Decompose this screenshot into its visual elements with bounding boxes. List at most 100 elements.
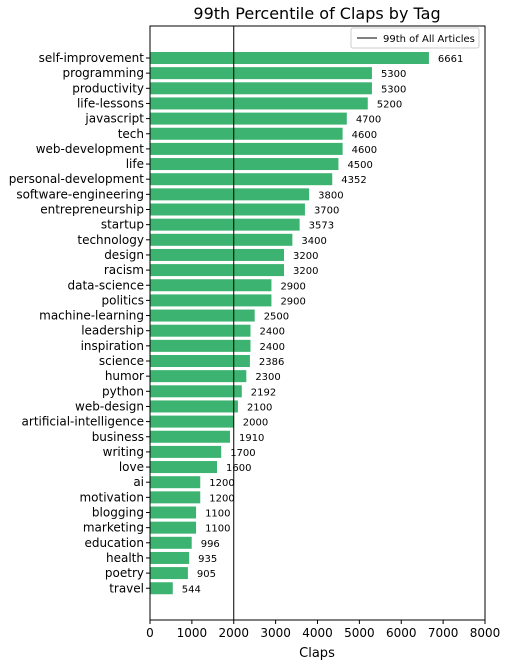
bar-design: [150, 248, 284, 261]
bar-web-development: [150, 142, 343, 155]
x-tick-label: 3000: [260, 626, 291, 640]
category-label: business: [92, 430, 144, 444]
value-label: 1600: [226, 463, 251, 474]
value-label: 1700: [230, 448, 255, 459]
bar-love: [150, 461, 217, 474]
bar-group: self-improvement 6661 programming 5300 produ…: [9, 51, 464, 595]
bar-web-design: [150, 400, 238, 413]
x-tick-label: 8000: [470, 626, 501, 640]
bar-self-improvement: [150, 52, 429, 64]
bar-data-science: [150, 279, 272, 292]
value-label: 2400: [260, 342, 285, 353]
category-label: productivity: [72, 81, 144, 95]
category-label: machine-learning: [39, 309, 144, 323]
value-label: 996: [201, 539, 220, 550]
category-label: racism: [104, 263, 144, 277]
x-tick-label: 2000: [218, 626, 249, 640]
bar-motivation: [150, 491, 201, 504]
bar-health: [150, 551, 190, 564]
bar-blogging: [150, 506, 197, 519]
value-label: 2386: [259, 357, 284, 368]
value-label: 2192: [251, 387, 276, 398]
legend: 99th of All Articles: [350, 27, 480, 49]
x-tick-label: 7000: [428, 626, 459, 640]
category-label: politics: [101, 293, 144, 307]
bar-productivity: [150, 82, 372, 95]
value-label: 4500: [347, 160, 372, 171]
value-label: 6661: [438, 54, 463, 65]
category-label: data-science: [67, 278, 144, 292]
value-label: 544: [182, 584, 201, 595]
value-label: 5200: [377, 99, 402, 110]
category-label: programming: [63, 66, 144, 80]
category-label: life-lessons: [77, 96, 144, 110]
category-label: web-development: [36, 142, 145, 156]
x-tick-label: 4000: [302, 626, 333, 640]
value-label: 2900: [280, 296, 305, 307]
value-label: 3200: [293, 266, 318, 277]
bar-marketing: [150, 521, 197, 534]
category-label: software-engineering: [16, 187, 144, 201]
value-label: 905: [197, 569, 216, 580]
value-label: 1100: [205, 509, 230, 520]
category-label: health: [106, 551, 144, 565]
value-label: 4700: [356, 115, 381, 126]
value-label: 5300: [381, 84, 406, 95]
bar-inspiration: [150, 339, 251, 352]
category-label: inspiration: [81, 339, 144, 353]
value-label: 2500: [264, 312, 289, 323]
value-label: 5300: [381, 69, 406, 80]
axes: 0 1000 2000 3000 4000 5000 6000 7000 8000: [146, 25, 501, 640]
bar-travel: [150, 582, 173, 595]
category-label: humor: [105, 369, 144, 383]
category-label: science: [99, 354, 144, 368]
bar-startup: [150, 218, 300, 231]
category-label: writing: [103, 445, 144, 459]
category-label: blogging: [92, 506, 144, 520]
bar-business: [150, 430, 230, 443]
category-label: poetry: [105, 566, 144, 580]
value-label: 1910: [239, 433, 264, 444]
category-label: design: [104, 248, 144, 262]
category-label: startup: [101, 218, 144, 232]
bar-racism: [150, 264, 284, 277]
value-label: 4600: [352, 130, 377, 141]
category-label: javascript: [84, 112, 144, 126]
category-label: personal-development: [9, 172, 145, 186]
category-label: motivation: [79, 490, 144, 504]
bar-programming: [150, 67, 372, 80]
bar-ai: [150, 476, 201, 489]
x-tick-label: 1000: [177, 626, 208, 640]
bar-personal-development: [150, 173, 333, 186]
value-label: 4600: [352, 145, 377, 156]
bar-software-engineering: [150, 188, 310, 201]
bar-python: [150, 385, 242, 398]
bar-machine-learning: [150, 309, 255, 322]
bar-writing: [150, 445, 222, 458]
category-label: life: [126, 157, 144, 171]
value-label: 3573: [309, 221, 334, 232]
legend-box: [350, 27, 480, 49]
category-label: tech: [118, 127, 144, 141]
category-label: self-improvement: [39, 51, 145, 65]
bar-artificial-intelligence: [150, 415, 234, 428]
bar-life: [150, 158, 339, 171]
category-label: ai: [133, 475, 144, 489]
category-label: education: [84, 536, 144, 550]
bar-javascript: [150, 112, 347, 125]
bar-life-lessons: [150, 97, 368, 110]
value-label: 2300: [255, 372, 280, 383]
value-label: 3400: [301, 236, 326, 247]
value-label: 3800: [318, 190, 343, 201]
bar-technology: [150, 233, 293, 246]
x-tick-label: 6000: [386, 626, 417, 640]
bar-poetry: [150, 567, 188, 580]
value-label: 3200: [293, 251, 318, 262]
category-label: love: [119, 460, 144, 474]
x-tick-label: 0: [146, 626, 154, 640]
category-label: leadership: [81, 324, 144, 338]
bar-humor: [150, 370, 247, 383]
bar-politics: [150, 294, 272, 307]
category-label: artificial-intelligence: [22, 415, 144, 429]
